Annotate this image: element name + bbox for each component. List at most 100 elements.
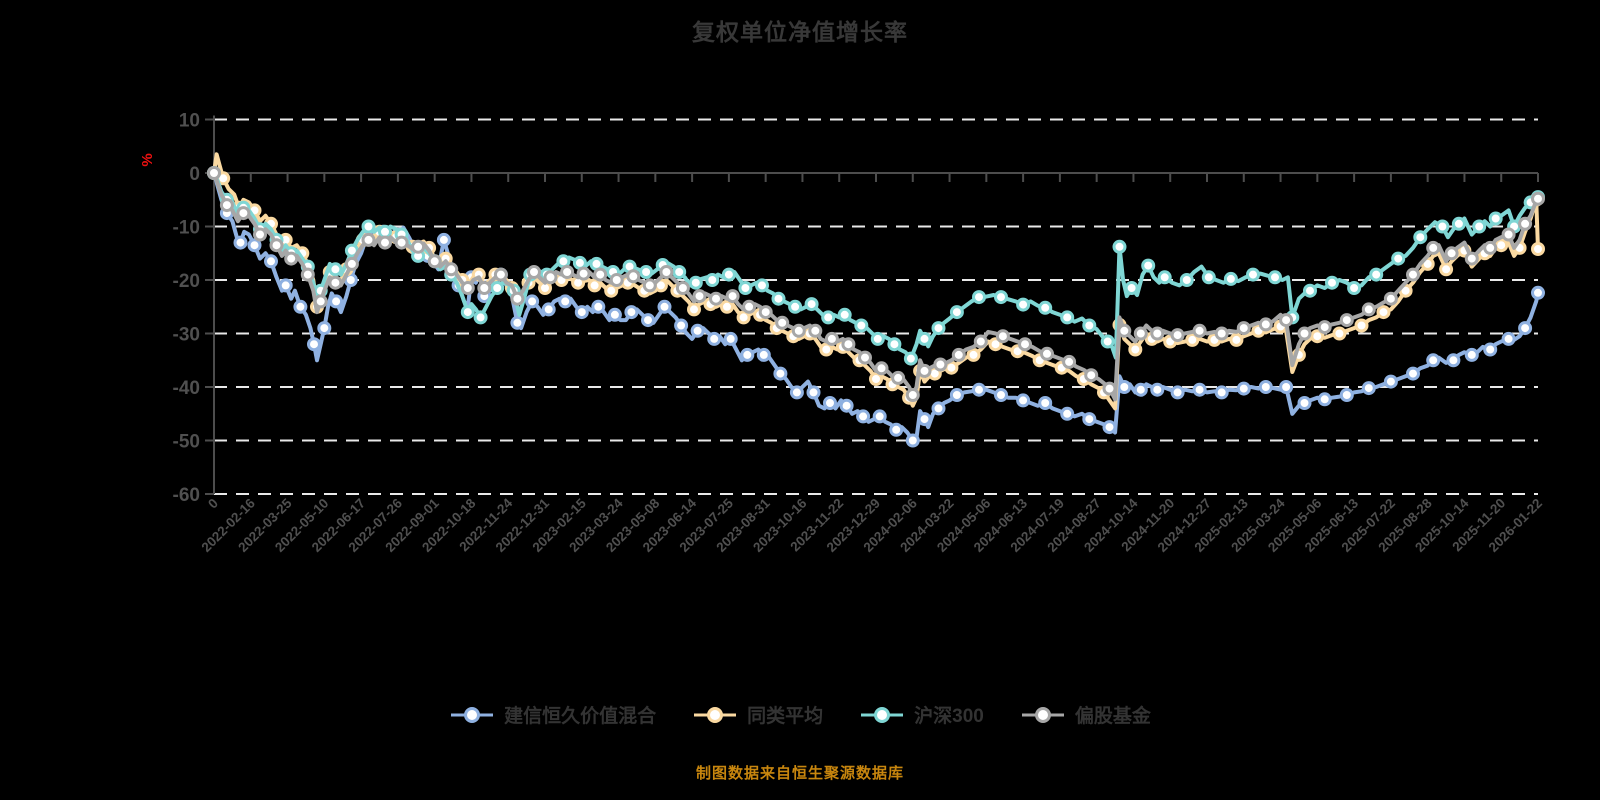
series-marker-3 [1383,291,1398,306]
series-marker-3 [758,305,773,320]
series-marker-2 [1100,334,1115,349]
series-marker-3 [933,357,948,372]
series-marker-3 [1317,320,1332,335]
series-marker-3 [269,238,284,253]
series-marker-2 [473,310,488,325]
series-marker-3 [253,227,267,242]
legend-item-2[interactable]: 沪深300 [859,701,984,728]
series-marker-0 [889,422,904,437]
series-marker-0 [657,299,672,314]
series-marker-1 [687,302,701,317]
series-marker-2 [821,310,836,325]
series-marker-0 [806,385,821,400]
series-marker-0 [707,331,722,346]
series-marker-2 [1124,281,1139,295]
series-marker-3 [1406,267,1420,282]
legend-item-1[interactable]: 同类平均 [692,701,823,728]
series-marker-3 [626,269,641,284]
series-marker-3 [593,267,608,282]
series-marker-0 [1297,396,1312,410]
series-marker-0 [723,331,738,346]
series-marker-3 [808,323,823,338]
series-marker-3 [219,198,234,213]
series-marker-3 [917,363,932,378]
series-marker-0 [1361,381,1376,396]
series-line-3 [212,171,1540,402]
series-marker-3 [207,166,221,180]
series-marker-3 [642,278,657,293]
series-marker-3 [1444,246,1459,261]
series-marker-2 [887,337,902,352]
series-marker-0 [917,412,932,427]
series-marker-0 [972,382,986,397]
series-marker-3 [493,267,508,282]
series-marker-0 [293,299,308,314]
series-marker-0 [436,232,451,247]
series-marker-1 [604,283,619,298]
series-marker-3 [1018,337,1032,352]
series-marker-0 [931,401,946,416]
series-marker-3 [1464,251,1479,266]
series-marker-2 [738,281,753,295]
series-marker-3 [824,331,839,346]
series-marker-3 [1518,216,1533,231]
series-marker-2 [949,305,964,320]
legend-item-3[interactable]: 偏股基金 [1020,701,1151,728]
series-marker-3 [841,337,856,352]
series-marker-2 [1246,267,1260,282]
series-marker-2 [705,273,720,287]
series-marker-3 [328,275,343,290]
series-marker-0 [307,337,321,352]
series-marker-1 [1531,242,1545,256]
series-marker-3 [1133,326,1148,341]
series-marker-0 [317,321,332,336]
series-marker-3 [394,235,409,250]
series-marker-2 [1016,297,1031,312]
series-marker-3 [725,289,740,304]
series-marker-3 [905,388,920,402]
series-marker-3 [1483,240,1498,255]
series-marker-3 [1170,328,1185,343]
series-marker-2 [1391,251,1406,266]
series-marker-2 [1082,318,1097,333]
series-marker-3 [1062,354,1077,369]
legend-item-0[interactable]: 建信恒久价值混合 [449,701,656,728]
series-marker-0 [510,315,525,330]
series-marker-0 [558,294,573,309]
series-marker-3 [1531,191,1545,206]
series-marker-2 [1060,310,1075,325]
series-marker-3 [995,329,1010,344]
y-axis-label: -60 [173,485,200,506]
series-marker-0 [1383,374,1398,389]
series-marker-0 [1446,353,1461,368]
series-marker-0 [823,396,837,410]
series-marker-2 [721,267,736,282]
series-marker-1 [1128,342,1143,357]
series-marker-3 [709,291,723,306]
series-marker-0 [233,235,248,250]
series-marker-2 [788,299,803,314]
series-marker-2 [1157,270,1172,285]
legend-marker-icon [451,706,494,723]
series-marker-0 [1060,406,1075,421]
series-marker-2 [837,307,852,322]
series-marker-0 [1518,321,1533,336]
series-marker-3 [344,256,359,271]
y-axis-label: -40 [173,378,200,399]
series-marker-3 [1236,321,1251,336]
series-marker-3 [510,291,525,306]
series-marker-3 [361,232,376,247]
series-marker-0 [1038,396,1053,410]
series-marker-0 [1317,392,1332,407]
series-marker-0 [574,305,589,320]
series-marker-0 [1483,342,1498,357]
series-marker-0 [1150,382,1165,397]
series-marker-3 [858,350,872,365]
series-marker-2 [1325,275,1339,290]
series-marker-1 [1229,332,1244,347]
series-marker-2 [328,262,343,277]
legend-marker-icon [1021,706,1064,723]
series-marker-3 [543,270,558,285]
